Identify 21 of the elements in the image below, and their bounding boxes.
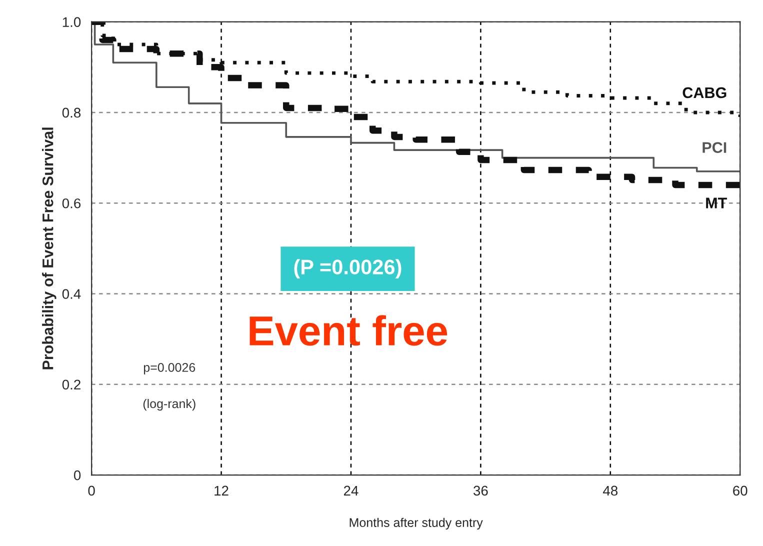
x-tick-label: 0: [88, 486, 95, 496]
x-tick-label: 24: [344, 486, 358, 496]
annotation: p=0.0026: [144, 363, 196, 374]
y-tick-label: 0.2: [62, 380, 80, 390]
y-tick-label: 0.6: [62, 198, 81, 208]
series-label: MT: [706, 198, 727, 208]
annotation: (log-rank): [143, 398, 196, 411]
x-tick-label: 48: [602, 486, 618, 496]
x-tick-label: 60: [733, 486, 748, 496]
x-tick-label: 36: [473, 486, 488, 496]
y-tick-label: 1.0: [62, 17, 81, 28]
y-tick-label: 0.4: [62, 289, 81, 299]
annotation: Event free: [250, 315, 448, 346]
x-axis-title: Months after study entry: [350, 518, 483, 530]
y-tick-label: 0: [74, 470, 81, 480]
annotation: (P =0.0026): [294, 259, 402, 279]
y-axis-title: Probability of Event Free Survival: [42, 128, 56, 370]
series-label: PCI: [702, 142, 726, 153]
x-tick-label: 12: [214, 486, 228, 496]
series-label: CABG: [682, 87, 726, 98]
y-tick-label: 0.8: [62, 108, 81, 118]
